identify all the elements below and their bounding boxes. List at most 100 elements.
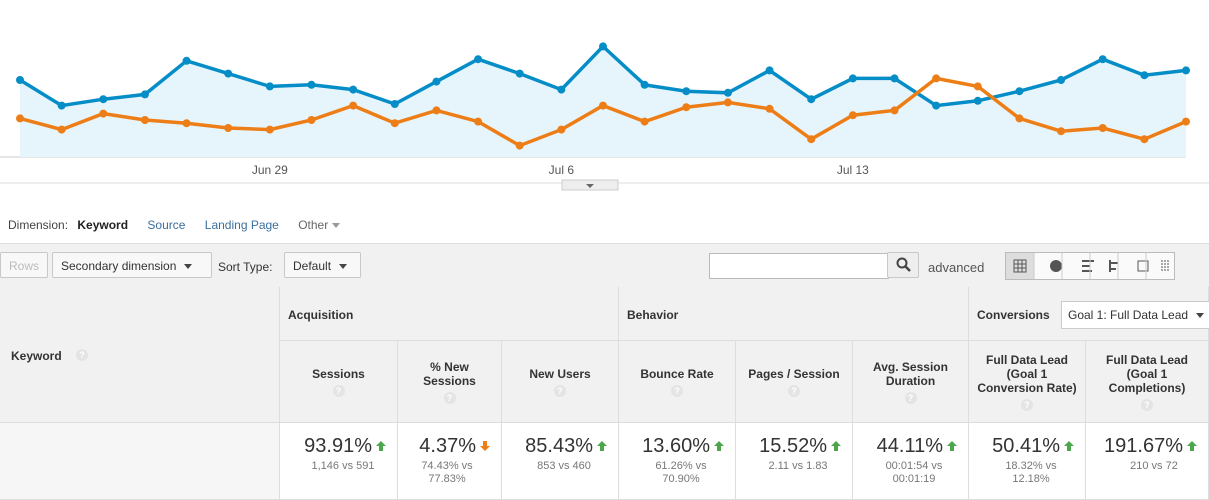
view-switcher[interactable] bbox=[1005, 252, 1175, 280]
point bbox=[765, 66, 774, 75]
cell-detail: 2.11 vs 1.83 bbox=[768, 460, 828, 472]
point bbox=[182, 56, 191, 65]
cell-detail: 00:01:54 vs 00:01:19 bbox=[885, 460, 943, 485]
chart: Jun 29 Jul 6 Jul 13 bbox=[0, 42, 1209, 191]
point bbox=[1057, 127, 1066, 136]
point bbox=[432, 77, 441, 86]
value-row: 4.37% bbox=[402, 435, 491, 458]
cell-detail: 74.43% vs 77.83% bbox=[421, 460, 473, 485]
point bbox=[1015, 114, 1024, 123]
secondary-dimension[interactable]: Secondary dimension bbox=[52, 252, 212, 278]
point bbox=[973, 96, 982, 105]
dimension-option[interactable]: Landing Page bbox=[204, 218, 279, 232]
point bbox=[599, 42, 607, 51]
column-header[interactable]: New Users bbox=[502, 341, 619, 423]
point bbox=[474, 55, 483, 64]
cell-value: 93.91% bbox=[304, 435, 372, 457]
point bbox=[474, 117, 483, 126]
column-header[interactable]: Avg. Session Duration bbox=[853, 341, 969, 423]
point bbox=[848, 111, 857, 120]
advanced-link[interactable]: advanced bbox=[928, 260, 985, 275]
rows-button[interactable]: Rows bbox=[0, 252, 49, 278]
column-label: New Users bbox=[529, 366, 591, 381]
data-cell: 93.91% 1,146 vs 591 bbox=[280, 423, 398, 500]
point bbox=[265, 82, 274, 91]
point bbox=[140, 90, 149, 99]
column-label: Avg. Session Duration bbox=[873, 359, 948, 388]
search-input[interactable] bbox=[709, 253, 889, 279]
cell-value: 13.60% bbox=[642, 435, 710, 457]
row-cell bbox=[0, 423, 280, 500]
trend-arrow bbox=[1064, 441, 1074, 451]
point bbox=[432, 106, 441, 115]
point bbox=[973, 82, 982, 91]
cell-detail: 853 vs 460 bbox=[537, 460, 591, 472]
point bbox=[515, 141, 524, 150]
cell-value: 44.11% bbox=[876, 435, 943, 457]
group-header: Behavior bbox=[619, 287, 969, 341]
point bbox=[1057, 76, 1066, 84]
point bbox=[807, 135, 816, 144]
point bbox=[807, 95, 816, 104]
dimension-option[interactable]: Source bbox=[147, 218, 186, 232]
column-header[interactable]: Full Data Lead (Goal 1 Completions) bbox=[1086, 341, 1209, 423]
cell-detail: 210 vs 72 bbox=[1130, 460, 1178, 472]
point bbox=[1098, 124, 1107, 132]
sort-type[interactable]: Default bbox=[284, 252, 361, 278]
toolbar: Rows Secondary dimension Sort Type: Defa… bbox=[0, 243, 1209, 288]
value-row: 15.52% bbox=[740, 435, 842, 458]
column-header[interactable]: Pages / Session bbox=[736, 341, 853, 423]
point bbox=[599, 101, 607, 110]
collapse-icon bbox=[586, 184, 594, 188]
trend-arrow bbox=[714, 441, 724, 451]
sort-label: Sort Type: bbox=[218, 260, 273, 274]
x-tick-label: Jun 29 bbox=[252, 163, 288, 177]
sort-value: Default bbox=[293, 259, 332, 273]
column-label: Full Data Lead (Goal 1 Conversion Rate) bbox=[977, 352, 1077, 395]
view-icons bbox=[1006, 253, 1169, 279]
column-header[interactable]: Sessions bbox=[280, 341, 398, 423]
point bbox=[1140, 135, 1149, 144]
cell-value: 50.41% bbox=[992, 435, 1060, 457]
x-tick-label: Jul 13 bbox=[837, 163, 869, 177]
group-header: Acquisition bbox=[280, 287, 619, 341]
x-tick-label: Jul 6 bbox=[549, 163, 575, 177]
cell-detail: 1,146 vs 591 bbox=[311, 460, 375, 472]
help-icon bbox=[1021, 398, 1033, 411]
trend-arrow bbox=[376, 441, 386, 451]
column-label: Bounce Rate bbox=[640, 366, 714, 381]
goal-selector-label: Goal 1: Full Data Lead bbox=[1068, 308, 1189, 322]
cell-detail: 61.26% vs 70.90% bbox=[655, 460, 707, 485]
point bbox=[182, 119, 191, 128]
value-row: 93.91% bbox=[284, 435, 387, 458]
point bbox=[224, 69, 233, 78]
point bbox=[1182, 117, 1190, 126]
point bbox=[1015, 87, 1024, 96]
column-header[interactable]: Bounce Rate bbox=[619, 341, 736, 423]
value-row: 13.60% bbox=[623, 435, 725, 458]
column-header[interactable]: % New Sessions bbox=[398, 341, 502, 423]
search-icon bbox=[896, 257, 911, 272]
goal-selector[interactable]: Goal 1: Full Data Lead bbox=[1061, 301, 1209, 329]
point bbox=[16, 76, 24, 84]
trend-arrow bbox=[947, 441, 957, 451]
secondary-dimension-label: Secondary dimension bbox=[61, 259, 177, 273]
column-header[interactable]: Full Data Lead (Goal 1 Conversion Rate) bbox=[969, 341, 1086, 423]
help-icon bbox=[788, 384, 800, 397]
cell-value: 191.67% bbox=[1104, 435, 1183, 457]
point bbox=[723, 98, 732, 107]
dimension-option-label: Other bbox=[298, 218, 329, 232]
point bbox=[932, 101, 941, 110]
search-button[interactable] bbox=[887, 252, 919, 278]
cell-value: 4.37% bbox=[419, 435, 476, 457]
help-icon bbox=[76, 349, 88, 361]
point bbox=[890, 74, 899, 83]
point bbox=[99, 95, 108, 104]
column-label: Pages / Session bbox=[748, 366, 840, 381]
help-icon bbox=[1141, 398, 1153, 411]
dimension-option[interactable]: Keyword bbox=[77, 218, 129, 232]
point bbox=[390, 119, 399, 128]
trend-arrow bbox=[480, 441, 490, 451]
dimension-option[interactable]: Other bbox=[298, 218, 356, 232]
